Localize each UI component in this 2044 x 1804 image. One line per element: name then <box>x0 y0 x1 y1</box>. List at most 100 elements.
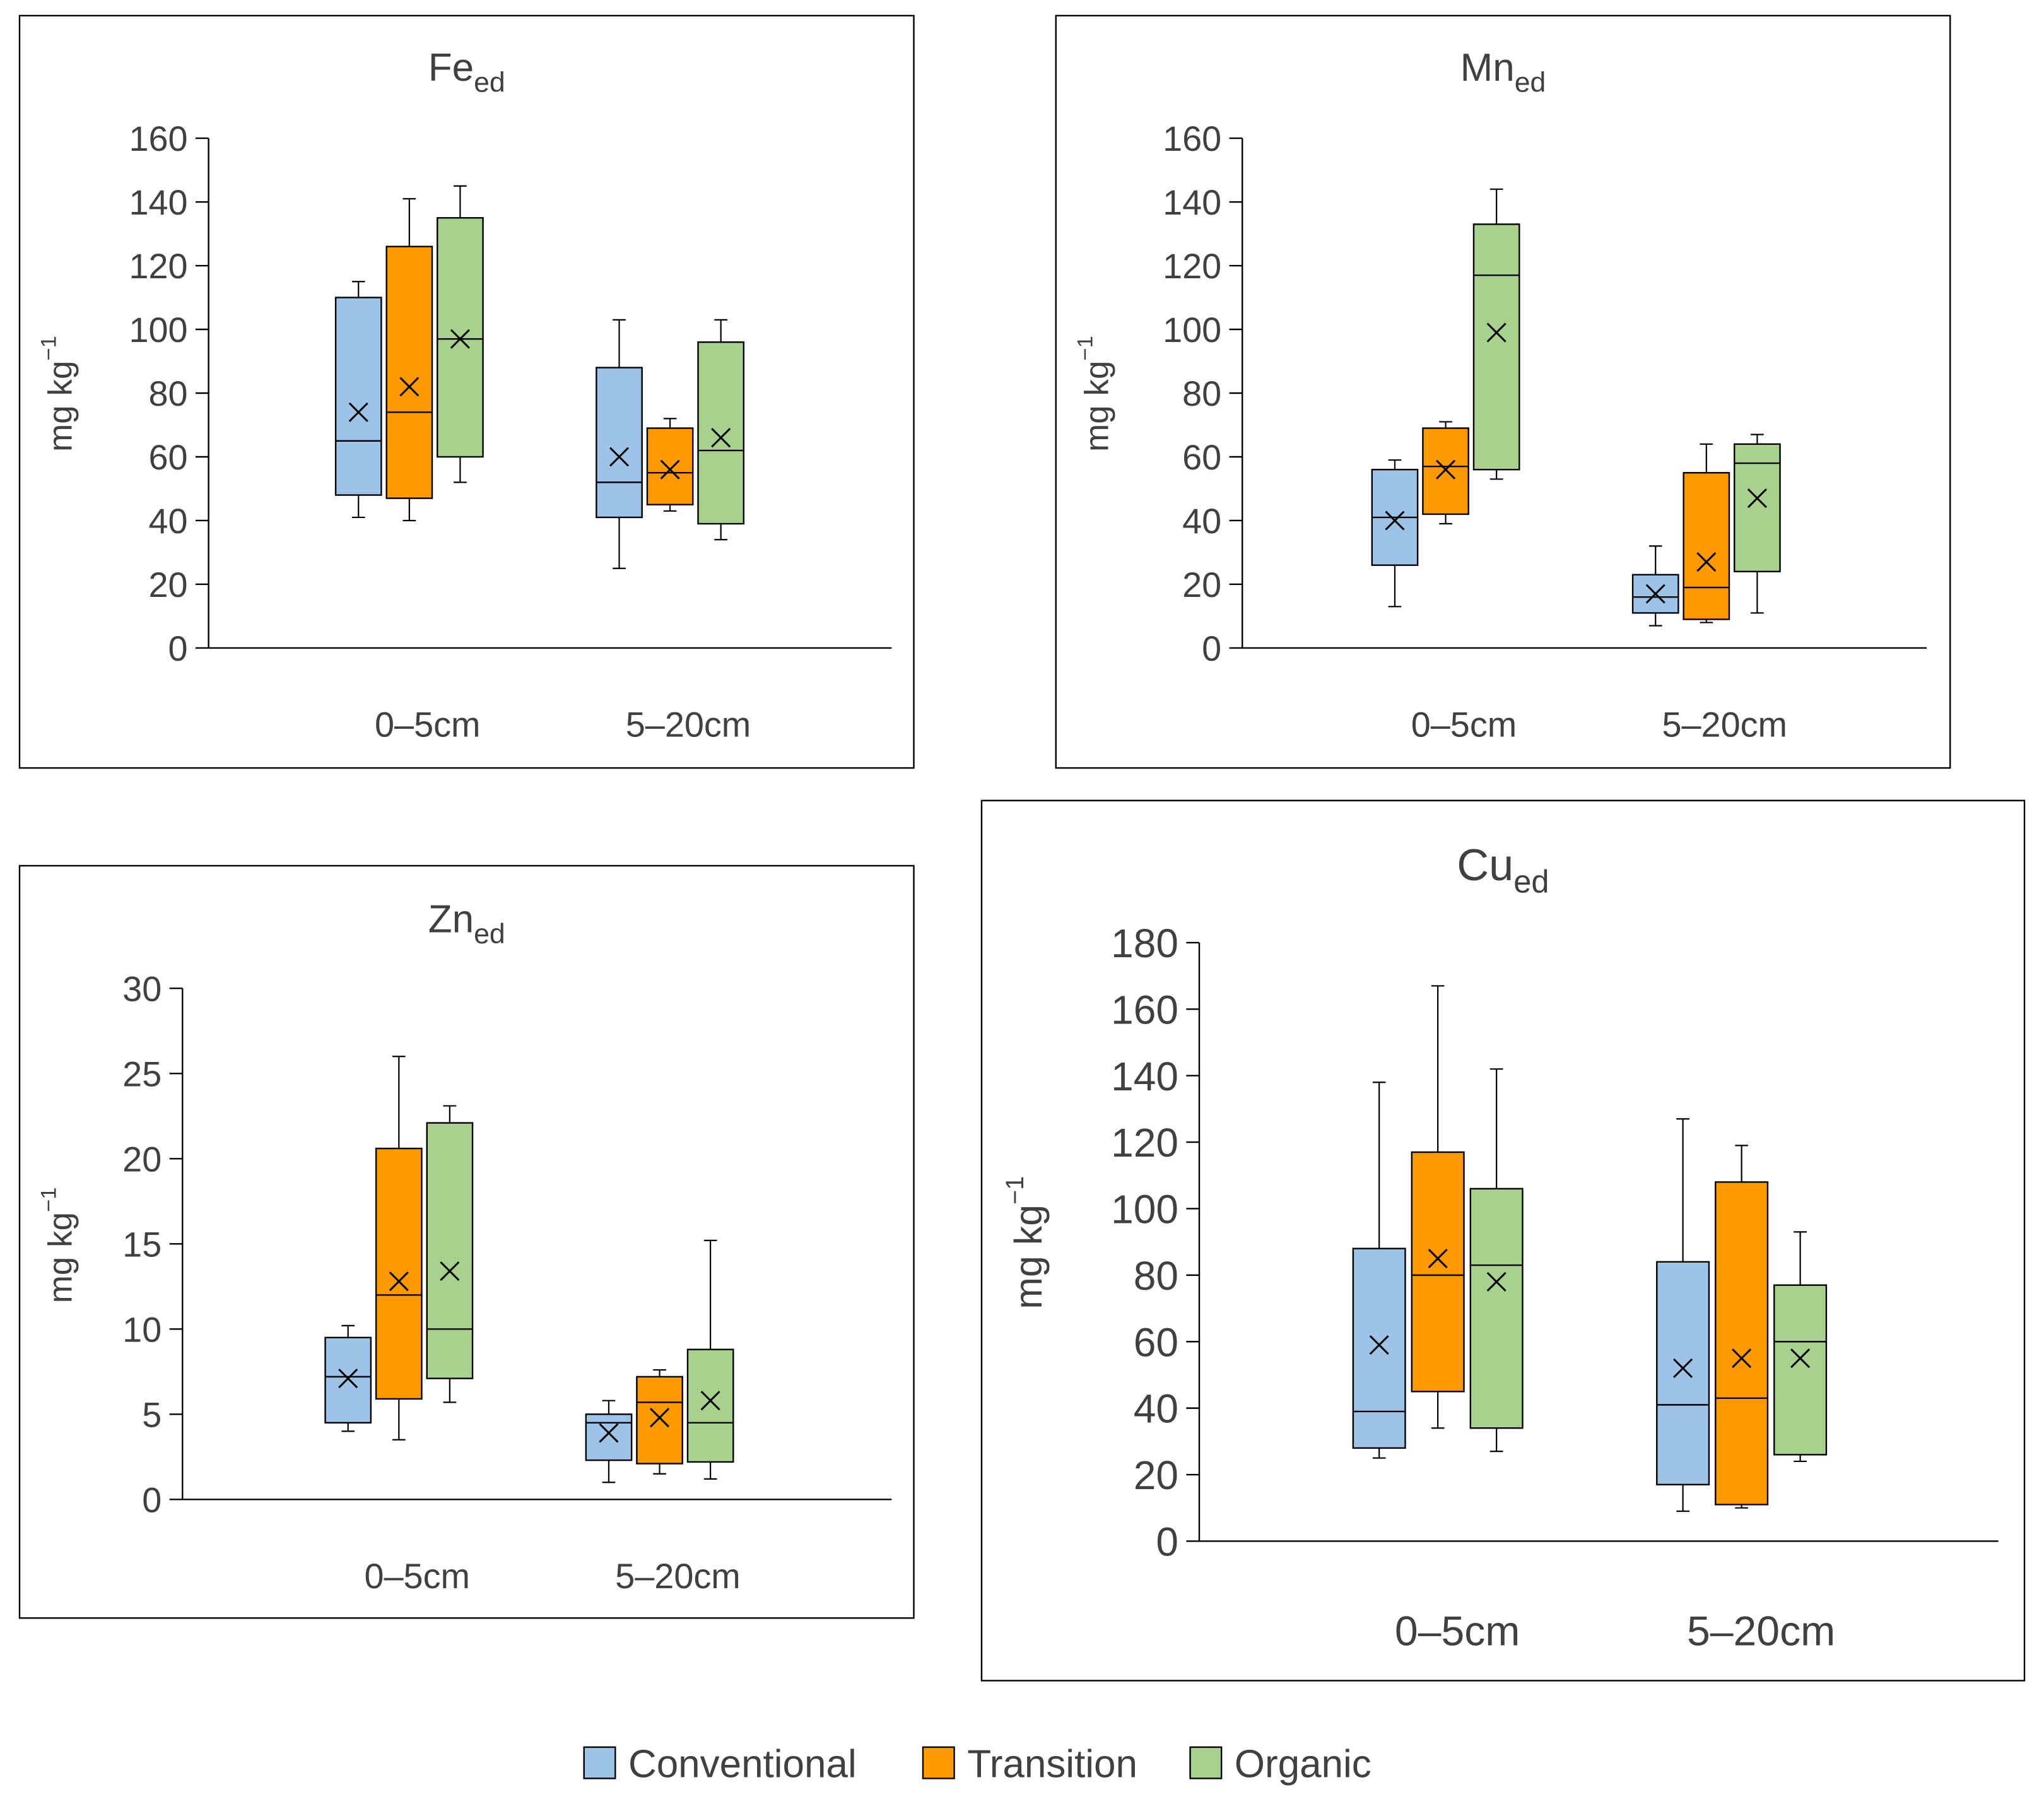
y-tick-label: 120 <box>1163 246 1221 286</box>
y-axis-label-superscript: −1 <box>1001 1176 1029 1205</box>
legend-label: Transition <box>967 1742 1137 1786</box>
box-iqr <box>1773 1284 1828 1456</box>
box-iqr <box>1715 1181 1769 1506</box>
y-tick-label: 80 <box>1182 374 1221 413</box>
box-conventional-2 <box>1631 545 1679 627</box>
box-iqr <box>1683 472 1730 620</box>
box-iqr <box>334 297 382 496</box>
box-mean-marker <box>650 1408 670 1428</box>
y-tick-label: 160 <box>129 119 187 158</box>
y-tick-label: 10 <box>122 1309 162 1349</box>
box-iqr <box>324 1336 372 1424</box>
box-organic-2 <box>1773 1231 1828 1463</box>
y-tick-label: 120 <box>129 246 187 286</box>
y-tick-label: 160 <box>1163 119 1221 158</box>
box-organic-1 <box>1469 1068 1524 1453</box>
category-label: 5–20cm <box>1662 704 1787 744</box>
y-tick-label: 180 <box>1111 921 1178 966</box>
legend-label: Organic <box>1235 1742 1371 1786</box>
box-conventional-1 <box>1371 459 1419 608</box>
box-mean-marker <box>399 377 420 397</box>
legend-swatch <box>1189 1746 1223 1779</box>
box-conventional-1 <box>324 1324 372 1432</box>
y-tick-label: 15 <box>122 1224 162 1264</box>
box-conventional-2 <box>585 1400 633 1483</box>
box-iqr <box>697 341 745 525</box>
box-iqr <box>1469 1188 1524 1429</box>
y-tick-label: 25 <box>122 1054 162 1094</box>
category-label: 5–20cm <box>626 704 751 744</box>
y-axis-label-superscript: −1 <box>1073 336 1097 360</box>
y-tick-label: 140 <box>129 182 187 222</box>
box-transition-2 <box>646 418 694 512</box>
category-label: 5–20cm <box>615 1556 740 1596</box>
box-transition-1 <box>1422 421 1469 525</box>
y-tick-label: 20 <box>1182 565 1221 604</box>
box-mean-marker <box>1486 1271 1507 1292</box>
y-tick-label: 0 <box>1202 628 1221 668</box>
category-label: 0–5cm <box>1411 704 1517 744</box>
category-label: 0–5cm <box>375 704 480 744</box>
box-transition-1 <box>385 197 433 522</box>
chart-title: Cued <box>1457 840 1549 900</box>
category-label: 0–5cm <box>1395 1608 1520 1655</box>
y-axis-label-main: mg kg <box>1007 1205 1050 1309</box>
box-mean-marker <box>1696 552 1717 572</box>
chart-panel-cu: Cued mg kg−1 0 20 40 60 80 100 120 140 160 180 0–5cm… <box>980 799 2026 1682</box>
box-mean-marker <box>1747 488 1767 509</box>
y-axis-label: mg kg−1 <box>1001 1176 1050 1309</box>
y-tick-label: 20 <box>122 1139 162 1179</box>
y-axis-label-superscript: −1 <box>37 1187 61 1212</box>
y-tick-label: 0 <box>168 628 188 668</box>
box-organic-2 <box>686 1239 734 1480</box>
box-mean-marker <box>599 1423 619 1443</box>
box-organic-2 <box>1734 433 1781 614</box>
y-axis-label-superscript: −1 <box>37 336 61 360</box>
y-tick-label: 100 <box>1163 310 1221 350</box>
legend-swatch <box>583 1746 616 1779</box>
box-transition-2 <box>636 1369 683 1475</box>
box-mean-marker <box>1486 322 1507 343</box>
box-mean-marker <box>1369 1335 1389 1355</box>
chart-panel-zn: Zned mg kg−1 0 5 10 15 20 25 30 0–5cm 5–20cm <box>18 864 915 1619</box>
box-iqr <box>686 1348 734 1463</box>
box-iqr <box>385 245 433 499</box>
y-tick-label: 20 <box>149 565 188 604</box>
box-transition-2 <box>1683 443 1730 623</box>
y-tick-label: 140 <box>1163 182 1221 222</box>
y-tick-label: 40 <box>149 501 188 541</box>
box-iqr <box>1411 1151 1465 1393</box>
y-tick-label: 80 <box>1134 1253 1178 1299</box>
y-tick-label: 60 <box>1134 1319 1178 1365</box>
legend-item-conventional: Conventional <box>583 1742 857 1786</box>
box-iqr <box>1631 574 1679 614</box>
box-mean-marker <box>1428 1248 1448 1269</box>
y-tick-label: 40 <box>1182 501 1221 541</box>
y-tick-label: 5 <box>142 1394 162 1434</box>
box-mean-marker <box>389 1271 409 1292</box>
box-mean-marker <box>711 428 731 448</box>
box-iqr <box>375 1147 423 1400</box>
chart-title-subscript: ed <box>1513 863 1549 899</box>
chart-title-main: Zn <box>428 897 474 941</box>
box-mean-marker <box>450 329 470 349</box>
legend-item-transition: Transition <box>922 1742 1137 1786</box>
box-mean-marker <box>700 1391 720 1411</box>
box-conventional-1 <box>334 281 382 519</box>
chart-title-subscript: ed <box>474 67 505 98</box>
box-iqr <box>1422 427 1469 516</box>
box-transition-1 <box>1411 985 1465 1429</box>
y-axis-label: mg kg−1 <box>1073 336 1115 452</box>
y-tick-label: 60 <box>149 437 188 477</box>
box-conventional-2 <box>1656 1118 1710 1512</box>
box-organic-1 <box>437 185 484 483</box>
box-iqr <box>437 217 484 458</box>
legend-swatch <box>922 1746 955 1779</box>
chart-title: Zned <box>428 897 505 949</box>
box-mean-marker <box>338 1369 358 1389</box>
box-conventional-1 <box>1352 1082 1406 1459</box>
box-mean-marker <box>1436 459 1456 480</box>
box-iqr <box>426 1122 474 1379</box>
box-organic-1 <box>1472 188 1520 480</box>
